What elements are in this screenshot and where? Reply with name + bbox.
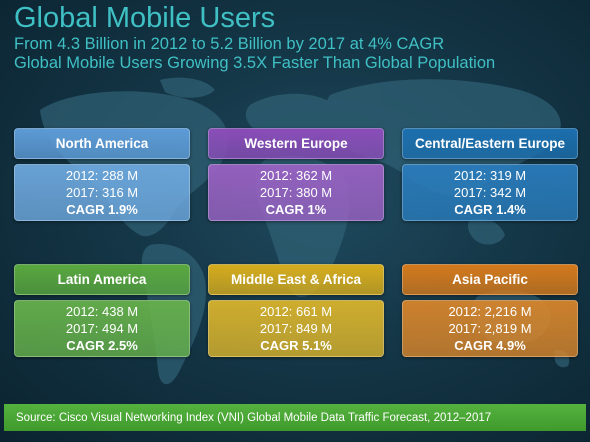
region-card-middle-east-africa: Middle East & Africa 2012: 661 M 2017: 8… [208, 264, 384, 357]
region-header: Asia Pacific [402, 264, 578, 295]
region-stats: 2012: 319 M 2017: 342 M CAGR 1.4% [402, 164, 578, 221]
region-header: North America [14, 128, 190, 159]
stat-cagr: CAGR 4.9% [454, 338, 526, 353]
stat-cagr: CAGR 5.1% [260, 338, 332, 353]
region-header: Western Europe [208, 128, 384, 159]
region-card-western-europe: Western Europe 2012: 362 M 2017: 380 M C… [208, 128, 384, 221]
region-stats: 2012: 288 M 2017: 316 M CAGR 1.9% [14, 164, 190, 221]
region-stats: 2012: 2,216 M 2017: 2,819 M CAGR 4.9% [402, 300, 578, 357]
stat-2017: 2017: 494 M [65, 321, 139, 336]
stat-cagr: CAGR 1% [265, 202, 327, 217]
stat-2012: 2012: 288 M [65, 168, 139, 183]
stat-2017: 2017: 316 M [65, 185, 139, 200]
region-card-north-america: North America 2012: 288 M 2017: 316 M CA… [14, 128, 190, 221]
stat-2012: 2012: 438 M [65, 304, 139, 319]
stat-2017: 2017: 2,819 M [448, 321, 532, 336]
stat-cagr: CAGR 2.5% [66, 338, 138, 353]
region-card-latin-america: Latin America 2012: 438 M 2017: 494 M CA… [14, 264, 190, 357]
region-stats: 2012: 661 M 2017: 849 M CAGR 5.1% [208, 300, 384, 357]
region-header: Central/Eastern Europe [402, 128, 578, 159]
region-stats: 2012: 438 M 2017: 494 M CAGR 2.5% [14, 300, 190, 357]
stat-2017: 2017: 849 M [259, 321, 333, 336]
region-card-central-eastern-europe: Central/Eastern Europe 2012: 319 M 2017:… [402, 128, 578, 221]
stat-2012: 2012: 2,216 M [448, 304, 532, 319]
stat-2012: 2012: 319 M [453, 168, 527, 183]
region-header: Middle East & Africa [208, 264, 384, 295]
subtitle-growth: From 4.3 Billion in 2012 to 5.2 Billion … [14, 35, 445, 53]
stat-2012: 2012: 661 M [259, 304, 333, 319]
subtitle-comparison: Global Mobile Users Growing 3.5X Faster … [14, 54, 496, 72]
source-footer: Source: Cisco Visual Networking Index (V… [4, 404, 586, 431]
page-title: Global Mobile Users [14, 2, 276, 34]
stat-2017: 2017: 342 M [453, 185, 527, 200]
stat-cagr: CAGR 1.4% [454, 202, 526, 217]
region-header: Latin America [14, 264, 190, 295]
stat-cagr: CAGR 1.9% [66, 202, 138, 217]
region-card-asia-pacific: Asia Pacific 2012: 2,216 M 2017: 2,819 M… [402, 264, 578, 357]
stat-2017: 2017: 380 M [259, 185, 333, 200]
region-stats: 2012: 362 M 2017: 380 M CAGR 1% [208, 164, 384, 221]
stat-2012: 2012: 362 M [259, 168, 333, 183]
